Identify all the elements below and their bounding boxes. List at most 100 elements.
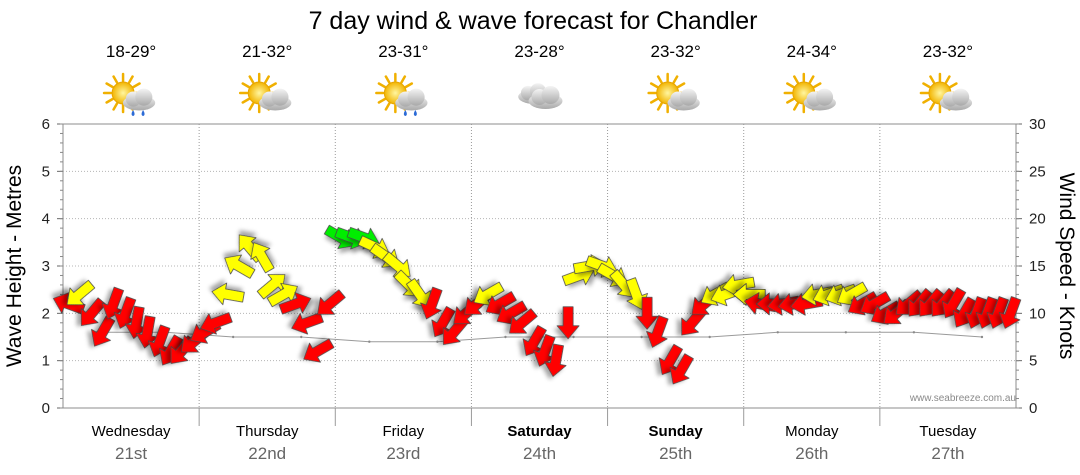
day-temperature: 23-28°	[514, 42, 564, 61]
cloud-shape	[939, 88, 973, 111]
day-labels: Wednesday 21st Thursday 22nd Friday 23rd Satur…	[92, 423, 977, 463]
wind-arrow	[278, 292, 312, 315]
wind-arrow	[544, 343, 567, 377]
rain-drops	[403, 110, 417, 116]
wave-point	[368, 340, 371, 343]
day-name: Sunday	[649, 423, 704, 440]
wind-arrow	[998, 296, 1022, 329]
left-tick-label: 1	[42, 353, 50, 370]
day-temperature: 24-34°	[787, 42, 837, 61]
day-date: 22nd	[248, 444, 286, 463]
wind-arrow	[406, 278, 431, 308]
wind-arrow	[485, 291, 517, 316]
wind-arrow	[860, 291, 892, 316]
wind-arrow	[522, 324, 547, 356]
wind-arrow	[496, 300, 528, 325]
cloud-shape	[667, 88, 700, 111]
wind-arrow	[250, 242, 275, 274]
wind-arrow	[303, 338, 335, 363]
wind-arrow	[80, 297, 107, 326]
right-tick-label: 15	[1029, 258, 1046, 275]
wind-arrow	[291, 312, 324, 335]
right-tick-label: 20	[1029, 211, 1046, 228]
wind-arrow	[101, 286, 124, 320]
wind-arrow	[669, 353, 694, 385]
wind-arrow	[646, 315, 669, 348]
day-name: Thursday	[236, 423, 299, 440]
wind-arrow	[941, 287, 967, 319]
wind-arrow	[658, 343, 683, 375]
day-date: 23rd	[386, 444, 420, 463]
wind-arrow	[200, 312, 233, 335]
wave-point	[844, 331, 848, 334]
wave-point	[980, 335, 984, 339]
wind-arrow	[66, 279, 96, 306]
wave-point	[231, 335, 235, 339]
wind-arrow	[533, 334, 556, 367]
left-tick-label: 4	[42, 211, 50, 228]
wind-arrow	[113, 296, 137, 329]
right-tick-label: 30	[1029, 116, 1046, 133]
right-tick-label: 5	[1029, 353, 1037, 370]
right-tick-label: 25	[1029, 163, 1046, 180]
wave-point	[708, 335, 711, 339]
left-tick-label: 3	[42, 258, 50, 275]
right-axis: 0 5 10 15 20 25 30	[1016, 116, 1046, 417]
chart-title: 7 day wind & wave forecast for Chandler	[309, 7, 758, 35]
sun-cloud-rain-icon	[102, 72, 156, 116]
wave-point	[640, 335, 643, 339]
wind-arrow	[147, 324, 171, 358]
wave-point	[504, 335, 507, 339]
left-axis-label: Wave Height - Metres	[3, 165, 26, 367]
cloud-shape	[122, 88, 156, 111]
right-tick-label: 10	[1029, 305, 1046, 322]
day-temperature: 21-32°	[242, 42, 292, 61]
wind-arrow	[837, 281, 869, 306]
wind-arrow	[135, 315, 159, 349]
wave-point	[912, 331, 916, 334]
right-axis-label: Wind Speed - Knots	[1055, 173, 1078, 360]
sun-cloud-rain-icon	[375, 72, 428, 116]
day-name: Saturday	[507, 423, 572, 440]
day-temperature: 23-32°	[923, 42, 973, 61]
cloud-shape	[395, 88, 428, 111]
wind-arrow	[124, 305, 148, 339]
day-date: 26th	[795, 444, 828, 463]
cloud-shape	[528, 86, 563, 109]
wind-arrow	[420, 286, 443, 320]
watermark: www.seabreeze.com.au	[909, 393, 1016, 404]
left-tick-label: 5	[42, 163, 50, 180]
wind-arrow	[473, 281, 505, 306]
wind-arrow	[635, 296, 659, 330]
day-name: Wednesday	[92, 423, 171, 440]
day-date: 21st	[115, 444, 147, 463]
day-date: 25th	[659, 444, 692, 463]
left-axis: 0 1 2 3 4 5 6	[42, 116, 63, 417]
day-name: Friday	[383, 423, 425, 440]
wave-point	[436, 340, 439, 343]
day-date: 24th	[523, 444, 556, 463]
wind-series	[52, 224, 1022, 385]
wind-arrow	[256, 274, 286, 300]
wind-arrow	[317, 289, 346, 315]
day-temperature: 18-29°	[106, 42, 156, 61]
day-temperature: 23-31°	[378, 42, 428, 61]
cloud-icon	[518, 83, 563, 109]
left-tick-label: 2	[42, 305, 50, 322]
right-tick-label: 0	[1029, 400, 1037, 417]
sun-cloud-icon	[238, 72, 292, 114]
day-temperature: 23-32°	[651, 42, 701, 61]
weather-row: 18-29° 21-32° 23-31° 23-28° 23-32° 24-34° 23-3…	[102, 42, 973, 116]
wind-arrow	[431, 306, 456, 338]
sun-cloud-icon	[647, 72, 700, 114]
wave-point	[776, 331, 779, 334]
sun-cloud-icon	[919, 72, 973, 114]
wind-arrow	[509, 308, 538, 334]
cloud-shape	[803, 88, 836, 111]
rain-drops	[131, 110, 145, 116]
cloud-shape	[259, 88, 292, 111]
wind-arrow	[224, 254, 256, 279]
wind-arrow	[211, 282, 245, 306]
day-name: Tuesday	[919, 423, 976, 440]
left-tick-label: 0	[42, 400, 50, 417]
